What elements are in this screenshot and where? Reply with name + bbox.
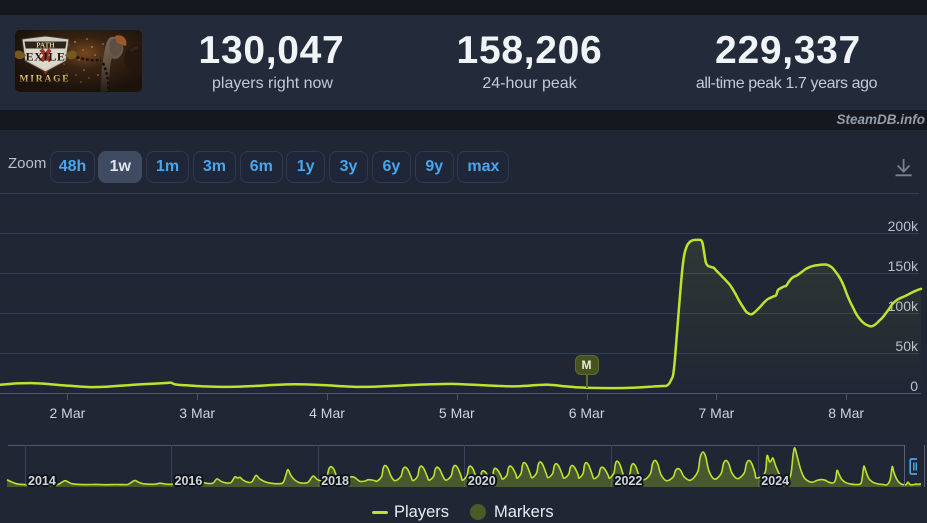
svg-text:PATH: PATH — [36, 42, 55, 50]
svg-text:EXILE: EXILE — [26, 50, 66, 64]
svg-text:MIRAGE: MIRAGE — [20, 75, 71, 85]
